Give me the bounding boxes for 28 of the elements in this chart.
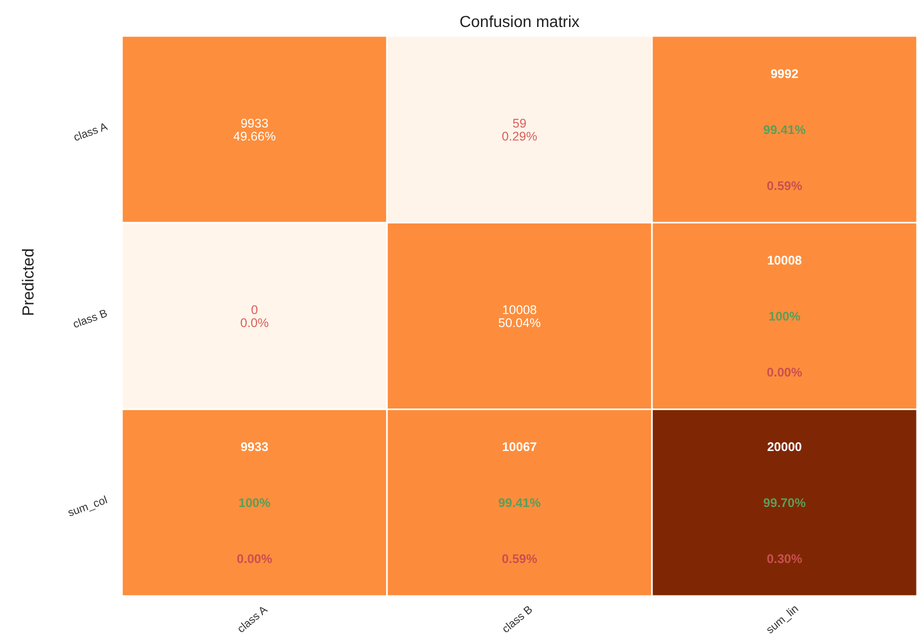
data-label: 59: [512, 116, 526, 130]
chart-title: Confusion matrix: [458, 13, 581, 33]
y-tick-label: class B: [72, 308, 110, 331]
y-tick-label: class A: [72, 120, 110, 144]
annotation: 99.70%: [763, 496, 806, 510]
annotation: 0.59%: [502, 552, 538, 566]
annotation: 0.30%: [766, 552, 802, 566]
annotation: 0.59%: [766, 178, 802, 193]
data-label: 9992: [770, 66, 798, 81]
annotation: 0.00%: [236, 552, 272, 566]
annotation: 0.00%: [766, 366, 802, 380]
annotation: 100%: [238, 496, 270, 510]
data-label: 9933: [240, 440, 268, 454]
data-label: 9933: [240, 116, 268, 130]
annotation: 99.41%: [763, 122, 806, 137]
annotation: 100%: [768, 310, 800, 324]
data-label: 10008: [502, 303, 537, 317]
annotation: 50.04%: [498, 316, 541, 330]
data-label: 0: [251, 303, 258, 317]
annotation: 0.0%: [240, 316, 269, 330]
annotation: 49.66%: [233, 129, 276, 144]
annotation: 99.41%: [498, 496, 541, 510]
annotation: 0.29%: [502, 129, 538, 144]
data-label: 10067: [502, 440, 537, 454]
y-axis-title: Predicted: [20, 248, 38, 316]
x-tick-label: class A: [235, 603, 270, 636]
data-label: 10008: [767, 254, 802, 268]
data-label: 20000: [767, 440, 802, 454]
